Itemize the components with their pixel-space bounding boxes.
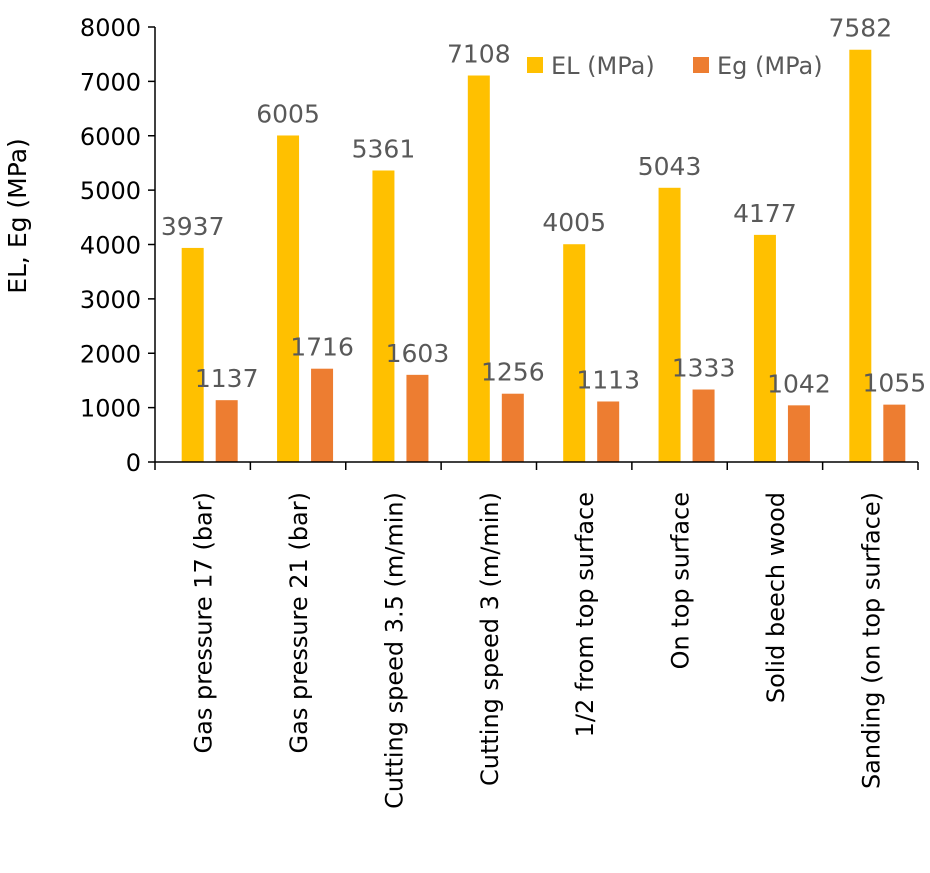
bar-eg [311,368,334,462]
bar-eg [215,400,238,462]
bar-el [753,234,776,462]
x-category-label: On top surface [667,492,695,669]
x-category-label: Gas pressure 17 (bar) [190,492,218,753]
bar-el [658,187,681,463]
legend-label-el: EL (MPa) [551,52,655,80]
data-label-eg: 1333 [672,354,736,383]
data-label-el: 3937 [161,212,225,241]
legend-swatch-el [527,57,543,73]
data-label-eg: 1603 [386,339,450,368]
bar-el [277,135,300,462]
x-category-label: Cutting speed 3.5 (m/min) [380,492,408,809]
bar-el [181,247,204,462]
x-category-label: 1/2 from top surface [571,492,599,737]
y-axis-title: EL, Eg (MPa) [3,138,32,294]
x-category-label: Cutting speed 3 (m/min) [476,492,504,786]
legend-label-eg: Eg (MPa) [717,52,823,80]
data-labels: 3937 6005 5361 7108 4005 5043 4177 7582 1137 1716… [161,14,926,399]
bar-eg [692,389,715,462]
y-tick-label: 4000 [80,232,141,260]
data-label-eg: 1042 [767,369,831,398]
data-label-eg: 1055 [863,369,927,398]
data-label-el: 4005 [542,208,606,237]
data-label-el: 5043 [638,152,702,181]
bar-eg [597,401,620,462]
y-tick-label: 1000 [80,395,141,423]
bar-eg [883,404,906,462]
x-category-label: Gas pressure 21 (bar) [285,492,313,753]
bar-el [849,49,872,462]
y-tick-label: 0 [126,449,141,477]
y-tick-label: 7000 [80,68,141,96]
data-label-eg: 1256 [481,358,545,387]
bar-el [563,244,586,462]
legend-swatch-eg [693,57,709,73]
y-axis: 0 1000 2000 3000 4000 5000 6000 7000 8000 [80,14,156,477]
y-tick-label: 5000 [80,177,141,205]
data-label-eg: 1716 [290,333,354,362]
data-label-eg: 1113 [576,365,640,394]
bar-eg [501,393,524,462]
bars [181,49,906,463]
data-label-el: 5361 [352,134,416,163]
x-category-label: Sanding (on top surface) [857,492,885,789]
y-tick-label: 3000 [80,286,141,314]
x-axis: Gas pressure 17 (bar) Gas pressure 21 (ba… [154,461,919,809]
bar-eg [406,374,429,462]
legend: EL (MPa) Eg (MPa) [527,52,823,80]
bar-eg [787,405,810,462]
y-tick-label: 2000 [80,340,141,368]
data-label-el: 7582 [829,14,893,43]
y-tick-label: 6000 [80,123,141,151]
data-label-el: 6005 [256,99,320,128]
bar-el [372,170,395,463]
data-label-el: 7108 [447,40,511,69]
y-tick-label: 8000 [80,14,141,42]
bar-el [467,75,490,462]
x-category-label: Solid beech wood [762,492,790,703]
data-label-eg: 1137 [195,364,259,393]
data-label-el: 4177 [733,199,797,228]
